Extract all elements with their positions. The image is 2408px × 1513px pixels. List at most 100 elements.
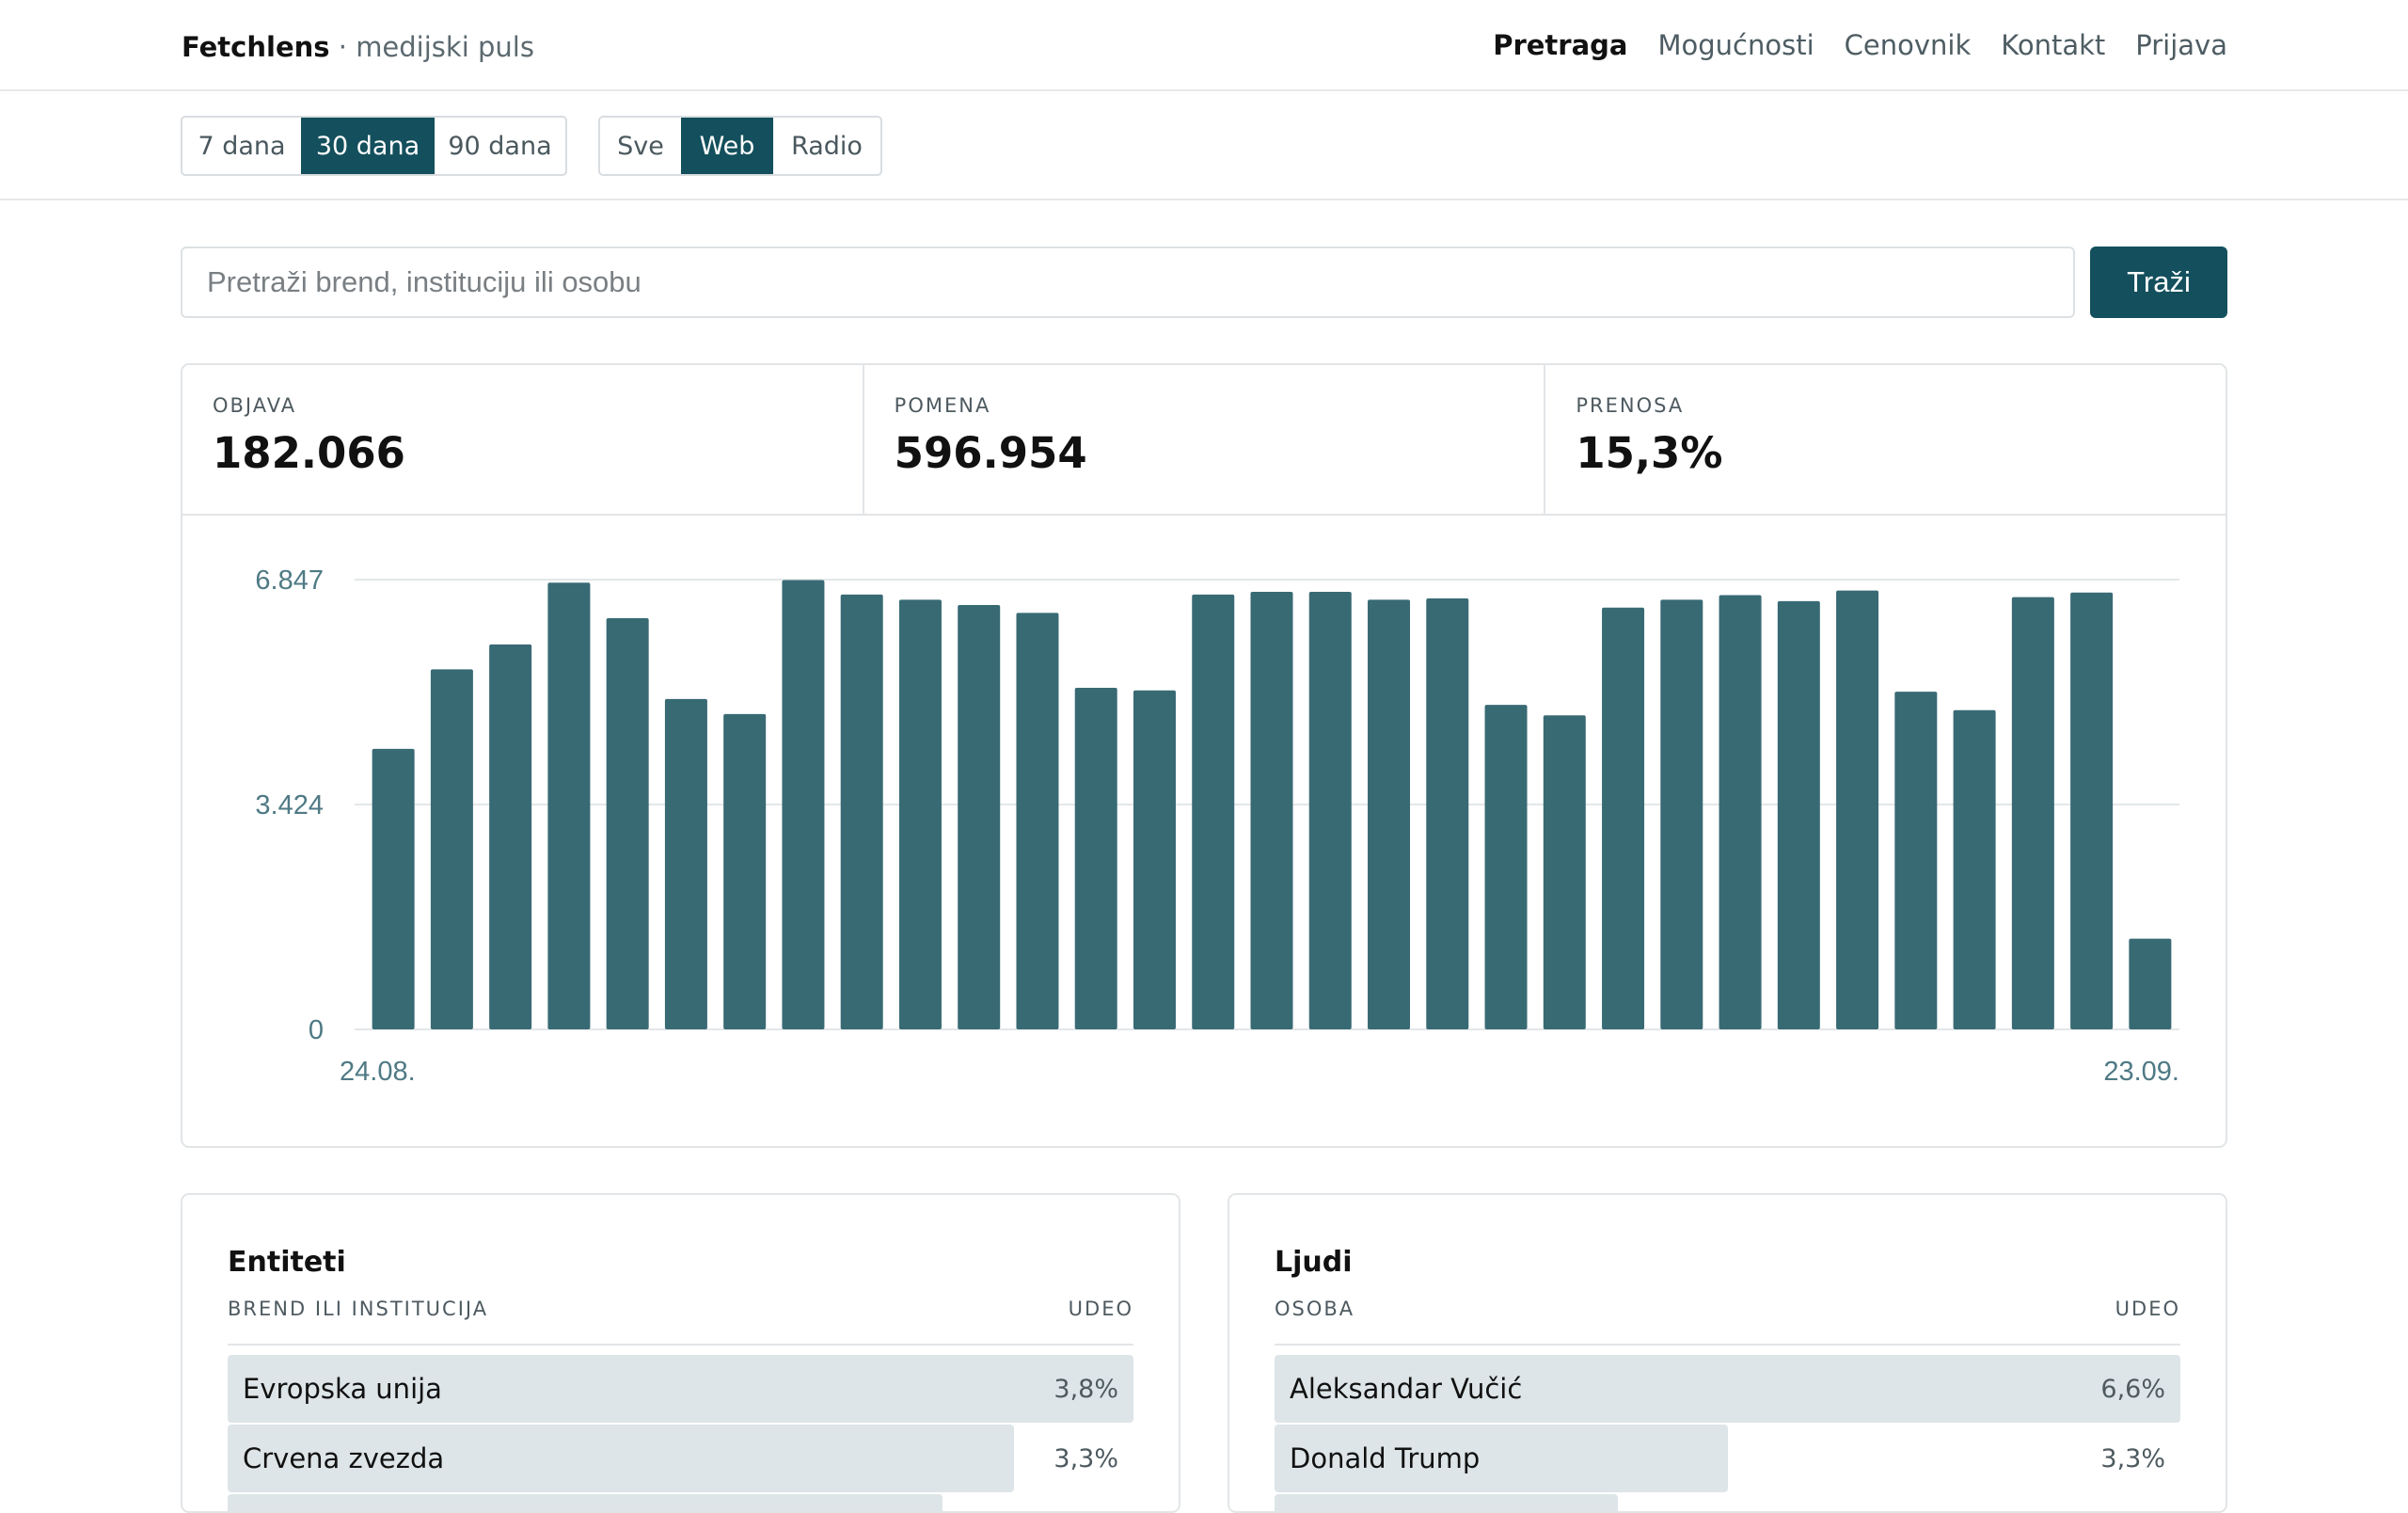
range-90-days[interactable]: 90 dana <box>448 131 552 161</box>
chart-bar[interactable] <box>898 599 942 1029</box>
chart-bar[interactable] <box>1543 715 1586 1029</box>
brand-separator: · <box>329 31 356 63</box>
share-bar <box>228 1425 1015 1492</box>
entities-card: Entiteti BREND ILI INSTITUCIJA UDEO Evro… <box>181 1193 1180 1513</box>
list-item-name: Donald Trump <box>1290 1442 1481 1474</box>
source-radio[interactable]: Radio <box>791 131 863 161</box>
chart-bar[interactable] <box>372 748 415 1029</box>
chart-bar[interactable] <box>1426 598 1469 1029</box>
x-start-label: 24.08. <box>340 1057 416 1087</box>
stat-label: POMENA <box>894 394 991 417</box>
chart-bar[interactable] <box>606 617 649 1029</box>
chart-bar[interactable] <box>2011 597 2054 1029</box>
people-card: Ljudi OSOBA UDEO Aleksandar Vučić 6,6% Don… <box>1228 1193 2227 1513</box>
stat-label: OBJAVA <box>213 394 297 417</box>
stat-objava: OBJAVA 182.066 <box>182 365 864 514</box>
nav-cenovnik[interactable]: Cenovnik <box>1844 29 1972 61</box>
stat-prenosa: PRENOSA 15,3% <box>1545 365 2226 514</box>
chart-bar[interactable] <box>1074 687 1117 1029</box>
x-end-label: 23.09. <box>2103 1057 2179 1087</box>
chart-bar[interactable] <box>723 713 767 1029</box>
chart-bar[interactable] <box>1719 595 1762 1029</box>
chart-bar[interactable] <box>1660 599 1703 1029</box>
list-item-name: Aleksandar Vučić <box>1290 1373 1523 1405</box>
chart-bar[interactable] <box>1368 599 1411 1029</box>
daily-volume-chart: 0 3.424 6.847 24.08. 23.09. <box>255 565 2179 1087</box>
chart-bar[interactable] <box>2070 592 2114 1029</box>
list-item[interactable] <box>228 1494 1133 1511</box>
chart-bar[interactable] <box>1894 692 1938 1029</box>
chart-bar[interactable] <box>1133 690 1176 1029</box>
range-7-days[interactable]: 7 dana <box>198 131 286 161</box>
source-web[interactable]: Web <box>681 118 773 174</box>
filter-bar: 7 dana 30 dana 90 dana Sve Web Radio <box>0 91 2408 200</box>
nav-prijava[interactable]: Prijava <box>2135 29 2227 61</box>
list-item[interactable] <box>1275 1494 2180 1511</box>
chart-bar[interactable] <box>664 698 707 1029</box>
nav-kontakt[interactable]: Kontakt <box>2001 29 2106 61</box>
entities-col-share: UDEO <box>1068 1298 1133 1320</box>
chart-bar[interactable] <box>1953 709 1996 1029</box>
list-item[interactable]: Donald Trump 3,3% <box>1275 1425 2180 1494</box>
people-col-name: OSOBA <box>1275 1298 1355 1320</box>
divider <box>228 1344 1133 1346</box>
range-selector: 7 dana 30 dana 90 dana <box>181 116 567 176</box>
list-item[interactable]: Aleksandar Vučić 6,6% <box>1275 1355 2180 1425</box>
brand-tagline: medijski puls <box>356 31 534 63</box>
people-col-share: UDEO <box>2115 1298 2180 1320</box>
share-bar <box>1275 1425 1728 1492</box>
y-tick-label: 6.847 <box>255 565 324 596</box>
y-tick-label: 0 <box>309 1015 324 1045</box>
list-item-share: 3,3% <box>1054 1444 1118 1473</box>
chart-bar[interactable] <box>782 580 825 1029</box>
share-bar <box>1275 1355 2180 1423</box>
stat-value: 596.954 <box>894 428 1087 478</box>
source-all[interactable]: Sve <box>617 131 664 161</box>
chart-bar[interactable] <box>1777 600 1820 1029</box>
chart-bar[interactable] <box>1602 607 1645 1029</box>
people-title: Ljudi <box>1275 1246 1353 1279</box>
list-item-name: Evropska unija <box>243 1373 442 1405</box>
share-bar <box>1275 1494 1618 1511</box>
people-list: Aleksandar Vučić 6,6% Donald Trump 3,3% <box>1275 1355 2180 1511</box>
chart-bar[interactable] <box>1484 705 1528 1029</box>
chart-bar[interactable] <box>1308 592 1352 1029</box>
stat-value: 182.066 <box>213 428 405 478</box>
chart-bar[interactable] <box>2129 938 2172 1029</box>
stats-row: OBJAVA 182.066 POMENA 596.954 PRENOSA 15… <box>182 365 2226 516</box>
source-selector: Sve Web Radio <box>598 116 882 176</box>
divider <box>1275 1344 2180 1346</box>
brand-logo[interactable]: Fetchlens · medijski puls <box>182 28 534 66</box>
list-item-share: 6,6% <box>2100 1375 2165 1404</box>
range-30-days[interactable]: 30 dana <box>301 118 435 174</box>
chart-bar[interactable] <box>1016 613 1059 1029</box>
y-tick-label: 3.424 <box>255 790 324 820</box>
chart-bar[interactable] <box>958 605 1001 1029</box>
chart-bar[interactable] <box>1836 590 1879 1029</box>
nav-pretraga[interactable]: Pretraga <box>1493 29 1628 61</box>
stat-value: 15,3% <box>1576 428 1723 478</box>
chart-bar[interactable] <box>1192 594 1235 1029</box>
search-input[interactable] <box>181 247 2075 318</box>
chart-bar[interactable] <box>547 582 591 1029</box>
share-bar <box>228 1494 943 1511</box>
stat-label: PRENOSA <box>1576 394 1685 417</box>
chart-bar[interactable] <box>840 594 883 1029</box>
list-item[interactable]: Evropska unija 3,8% <box>228 1355 1133 1425</box>
search-button[interactable]: Traži <box>2090 247 2227 318</box>
chart-bar[interactable] <box>489 644 532 1029</box>
brand-name: Fetchlens <box>182 31 330 63</box>
entities-list: Evropska unija 3,8% Crvena zvezda 3,3% <box>228 1355 1133 1511</box>
list-item-name: Crvena zvezda <box>243 1442 445 1474</box>
top-header: Fetchlens · medijski puls Pretraga Moguć… <box>0 0 2408 91</box>
main-nav: Pretraga Mogućnosti Cenovnik Kontakt Pri… <box>1493 26 2227 64</box>
list-item[interactable]: Crvena zvezda 3,3% <box>228 1425 1133 1494</box>
nav-mogucnosti[interactable]: Mogućnosti <box>1657 29 1814 61</box>
entities-title: Entiteti <box>228 1246 346 1279</box>
list-item-share: 3,8% <box>1054 1375 1118 1404</box>
chart-bar[interactable] <box>430 669 473 1029</box>
stats-chart-card: OBJAVA 182.066 POMENA 596.954 PRENOSA 15… <box>181 363 2227 1148</box>
chart-bar[interactable] <box>1250 592 1293 1029</box>
stat-pomena: POMENA 596.954 <box>864 365 1546 514</box>
list-item-share: 3,3% <box>2100 1444 2165 1473</box>
